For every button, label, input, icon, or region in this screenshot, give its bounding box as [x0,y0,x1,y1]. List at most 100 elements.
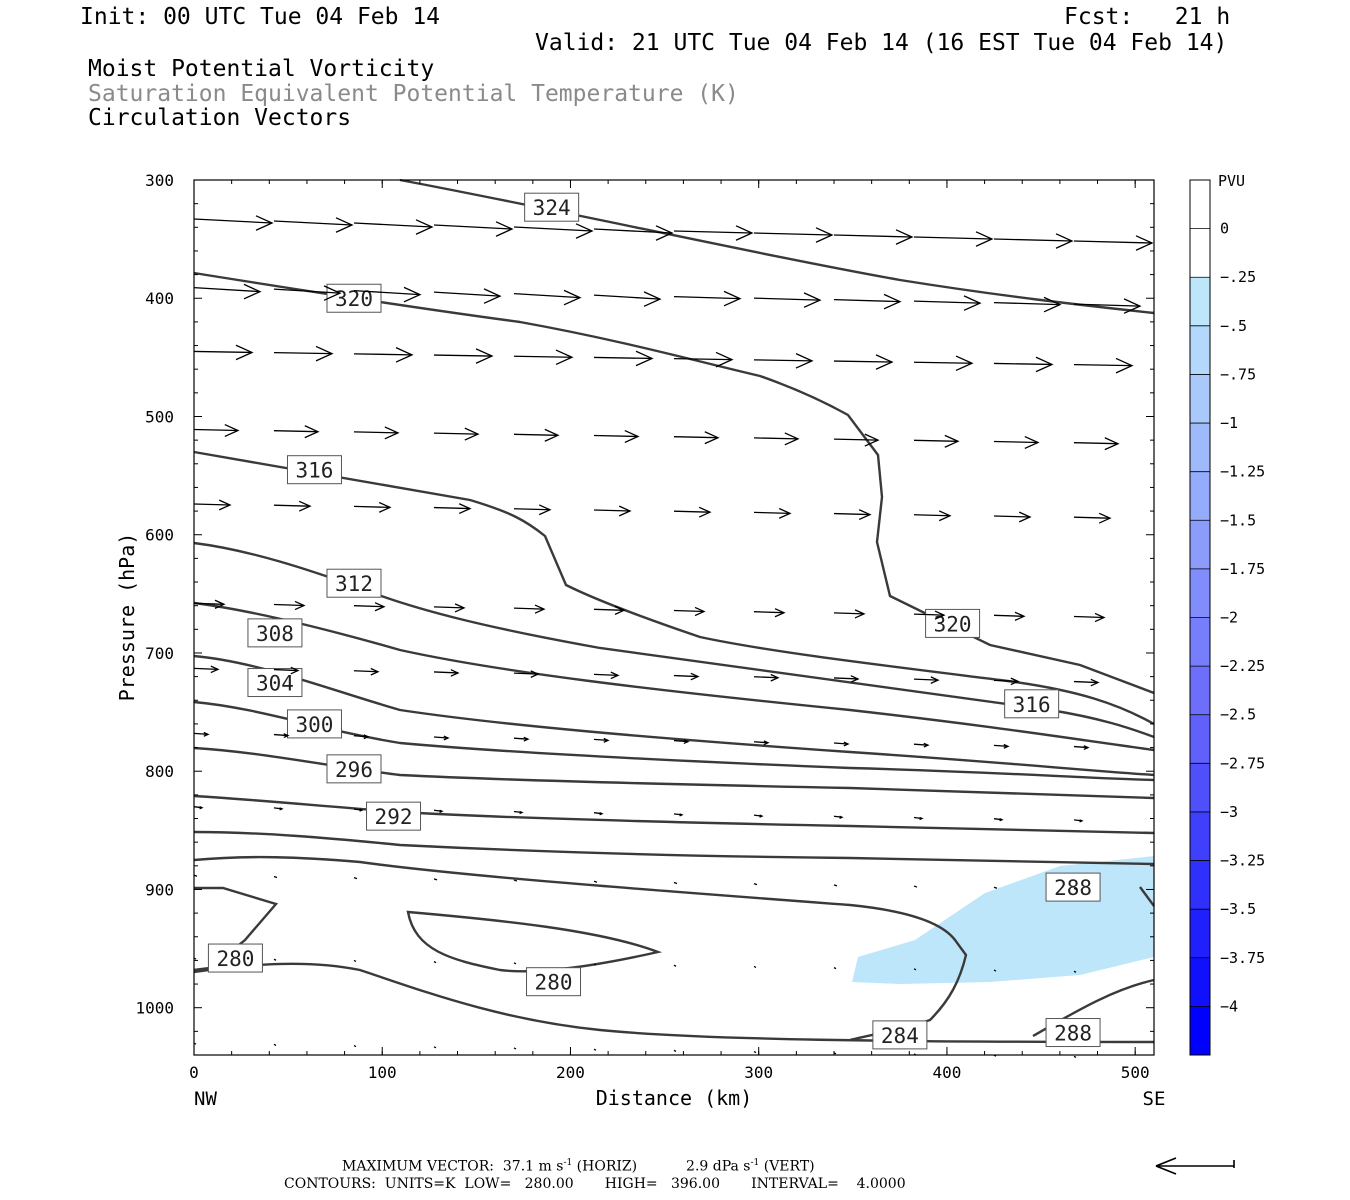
vector-arrow [833,677,859,680]
vector-arrow [593,963,597,966]
contour-label: 300 [296,713,334,737]
vector-arrow [433,606,465,609]
vector-arrow [753,741,769,744]
colorbar-level: −3.25 [1220,852,1265,870]
contours-info: CONTOURS: UNITS=K LOW= 280.00 HIGH= 396.… [284,1176,906,1192]
vector-arrow [513,607,545,610]
vector-arrowhead [1094,612,1106,623]
vector-arrow [993,238,1073,242]
plot-frame [193,179,1155,1056]
contour-label-box [925,608,981,638]
vector-arrowhead [1098,512,1112,524]
x-tick-label: 300 [744,1063,773,1082]
colorbar-swatch [1190,860,1210,910]
vector-arrow [1073,970,1077,973]
vector-arrowhead [335,217,354,233]
vector-arrowhead [603,737,610,743]
x-tick-label: 400 [932,1063,961,1082]
vector-arrowhead [523,736,530,742]
vector-arrowhead [715,351,734,368]
vector-arrowhead [294,600,306,611]
contour-label-box [326,754,382,784]
contour-label-box [1004,689,1060,719]
vector-arrow [993,440,1039,444]
colorbar-level: −1.5 [1220,511,1256,529]
vector-arrow [833,512,871,516]
vector-arrow [753,676,779,679]
vector-arrow [513,737,529,740]
colorbar-level: −3.75 [1220,949,1265,967]
contour-label: 320 [934,612,972,636]
contour-label-box [326,283,382,313]
contour-label: 312 [335,572,373,596]
colorbar-unit: PVU [1218,172,1245,190]
vector-arrowhead [1079,819,1084,823]
vector-arrowhead [770,673,780,682]
vector-arrow [273,958,277,961]
contour-label-box [326,568,382,598]
vector-arrow [673,436,719,439]
vector-arrowhead [534,604,546,614]
contour-label: 280 [535,971,573,995]
vector-arrow [353,1044,357,1048]
vector-arrowhead [1104,437,1120,451]
vector-arrowhead [883,293,902,310]
vector-arrow [513,292,581,299]
contour-label-box [286,709,342,739]
vector-arrow [193,602,225,605]
circulation-vectors [193,215,1154,1058]
vector-arrow [833,438,879,441]
vector-arrowhead [464,427,480,441]
vector-arrow [913,968,917,971]
vector-arrowhead [599,812,604,816]
vector-arrow [993,614,1025,617]
colorbar-swatch [1190,423,1210,472]
vector-arrow [913,236,993,240]
vector-arrow [513,879,518,882]
contour-label-box [247,618,303,648]
vector-arrow [513,962,517,965]
colorbar-level: −1.25 [1220,463,1265,481]
vector-arrowhead [235,344,254,361]
vector-arrow [913,439,959,442]
vector-arrow [673,230,753,234]
contour-line [399,178,1155,315]
vector-arrowhead [304,425,320,439]
vector-arrow [593,356,653,360]
vector-arrowhead [298,500,312,512]
vector-arrow [433,224,513,230]
colorbar-swatch [1190,228,1210,278]
colorbar-level: −.25 [1220,268,1256,286]
vector-arrowhead [624,429,640,444]
colorbar-level: −2.75 [1220,754,1265,772]
colorbar-swatch [1190,180,1210,229]
vector-arrow [353,735,369,738]
vector-arrowhead [575,223,594,239]
vector-arrowhead [1018,511,1032,523]
colorbar-swatch [1190,568,1210,618]
vector-arrow [1073,887,1078,891]
vector-arrow [433,1046,437,1049]
max-vector-line: MAXIMUM VECTOR: 37.1 m s-1 (HORIZ) 2.9 d… [342,1158,815,1175]
vector-arrowhead [374,602,386,612]
vector-arrow [353,431,399,434]
vector-arrowhead [1003,743,1010,749]
vector-arrowhead [635,350,654,367]
colorbar-swatch [1190,277,1210,326]
vector-arrowhead [415,219,434,235]
vector-arrowhead [1055,233,1074,249]
vector-arrow [353,877,358,880]
vector-arrow [673,358,733,361]
vector-arrow [273,668,299,672]
vector-arrowhead [283,733,290,739]
vector-arrow [1073,442,1119,445]
vector-arrowhead [643,291,662,307]
vector-arrowhead [530,670,540,678]
vert-unit: (VERT) [763,1158,815,1175]
vector-arrow [513,508,551,511]
contour-label-box [526,967,582,997]
vector-arrow [513,433,559,436]
contour-line [193,601,1155,752]
vector-arrow [193,428,239,432]
